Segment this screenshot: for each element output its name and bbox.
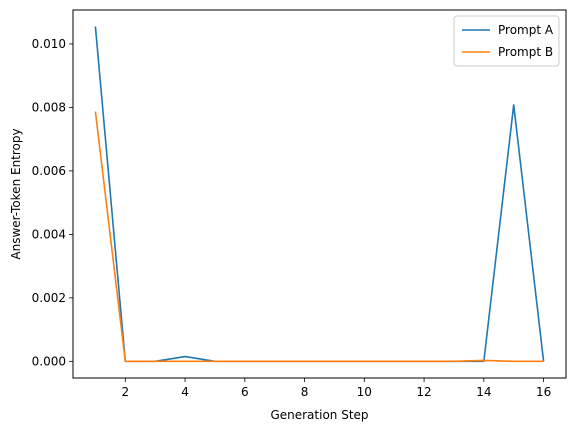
legend-box (453, 15, 560, 67)
y-tick-label: 0.004 (32, 227, 66, 241)
series-layer (94, 26, 545, 363)
x-tick-label: 4 (181, 385, 189, 399)
x-tick-label: 16 (536, 385, 551, 399)
x-tick-label: 10 (357, 385, 372, 399)
y-tick-label: 0.000 (32, 354, 66, 368)
series-line-prompt-b (94, 111, 544, 363)
series-line-prompt-a (94, 26, 545, 363)
x-tick-label: 14 (476, 385, 491, 399)
y-tick-label: 0.010 (32, 37, 66, 51)
x-tick-label: 8 (301, 385, 309, 399)
y-tick-label: 0.002 (32, 291, 66, 305)
y-axis: 0.000 0.002 0.004 0.006 0.008 0.010 (32, 37, 73, 368)
x-tick-label: 6 (241, 385, 249, 399)
x-axis-label: Generation Step (270, 408, 368, 422)
y-axis-label: Answer-Token Entropy (9, 128, 23, 259)
legend-label-prompt-b: Prompt B (498, 45, 553, 59)
x-tick-label: 2 (121, 385, 129, 399)
x-axis: 2 4 6 8 10 12 14 16 (121, 378, 551, 399)
legend: Prompt A Prompt B (453, 15, 560, 67)
plot-area (72, 9, 567, 379)
y-tick-label: 0.008 (32, 100, 66, 114)
x-tick-label: 12 (416, 385, 431, 399)
y-tick-label: 0.006 (32, 164, 66, 178)
plot-frame (72, 9, 567, 379)
legend-label-prompt-a: Prompt A (498, 23, 554, 37)
